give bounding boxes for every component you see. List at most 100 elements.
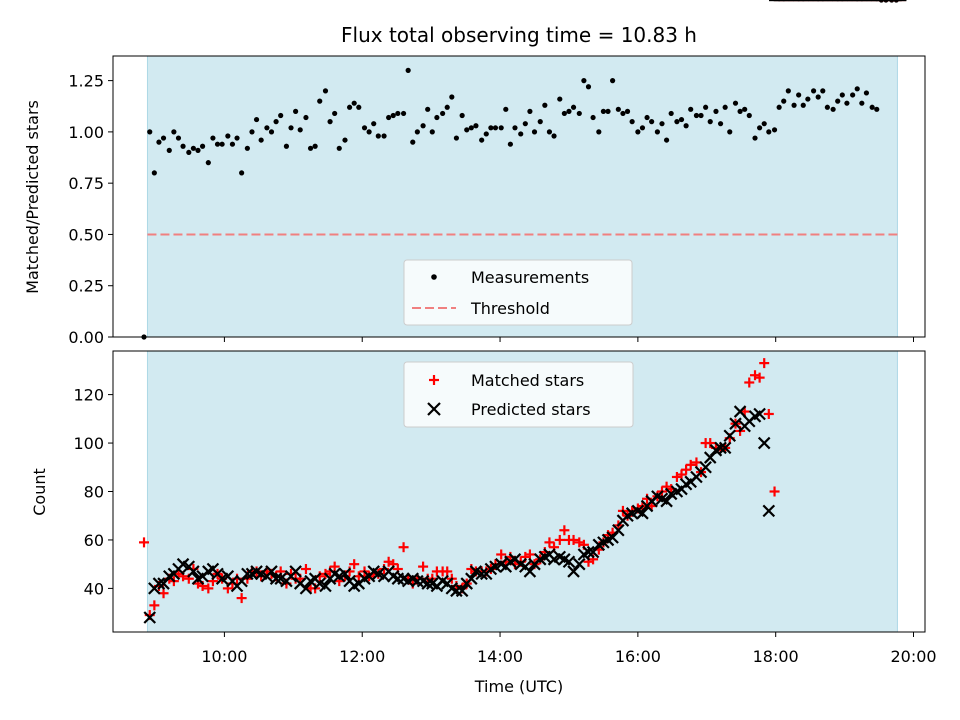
matched-stars-point (329, 561, 340, 572)
predicted-stars-point (152, 577, 166, 590)
predicted-stars-point (455, 584, 469, 598)
count-legend-entry-predicted: Predicted stars (471, 400, 591, 419)
measurement-point (874, 106, 880, 112)
measurement-point (386, 114, 392, 121)
measurement-point (395, 110, 401, 117)
predicted-stars-point (562, 555, 576, 569)
measurement-point (293, 108, 299, 114)
measurement-point (453, 135, 460, 141)
measurement-point (249, 129, 255, 135)
measurement-point (264, 125, 270, 131)
predicted-stars-point (299, 582, 313, 595)
measurement-point (835, 98, 841, 104)
chart-title: Flux total observing time = 10.83 h (341, 23, 697, 47)
measurement-point (195, 147, 201, 153)
measurement-point (551, 133, 557, 139)
measurement-point (654, 129, 660, 135)
predicted-stars-point (391, 572, 405, 585)
measurement-point (479, 137, 485, 143)
measurement-point (449, 94, 455, 100)
measurement-point (678, 116, 685, 123)
measurement-point (635, 129, 641, 135)
matched-stars-point (149, 600, 160, 611)
measurement-point (668, 110, 674, 117)
matched-stars-point (705, 438, 716, 449)
count-points (139, 0, 907, 624)
measurement-point (186, 149, 192, 156)
y-tick-label: 1.00 (68, 123, 104, 142)
measurement-point (674, 119, 680, 125)
predicted-stars-point (319, 579, 332, 593)
measurement-point (434, 114, 440, 121)
predicted-stars-point (143, 611, 157, 624)
measurement-point (199, 143, 206, 149)
y-tick-label: 100 (73, 434, 104, 453)
measurement-point (498, 125, 504, 131)
measurement-point (639, 125, 646, 131)
x-tick-label: 12:00 (339, 647, 385, 666)
measurement-point (537, 119, 543, 125)
x-axis-label: Time (UTC) (474, 677, 563, 696)
predicted-legend-marker (427, 402, 441, 416)
measurement-point (459, 112, 465, 119)
measurement-point (410, 139, 416, 145)
ratio-legend-entry-measurements: Measurements (471, 268, 589, 287)
measurement-point (815, 94, 821, 100)
measurement-point (229, 141, 236, 147)
predicted-stars-point (523, 565, 537, 578)
measurement-point (180, 143, 186, 149)
measurement-point (468, 125, 474, 131)
measurement-point (527, 108, 533, 114)
measurement-point (312, 143, 318, 149)
predicted-stars-point (450, 584, 463, 598)
measurement-legend-marker (431, 274, 437, 280)
measurement-point (717, 121, 724, 127)
predicted-stars-point (269, 572, 283, 585)
measurement-point (327, 119, 333, 125)
measurement-point (805, 96, 811, 102)
measurement-point (850, 92, 856, 98)
ratio-panel: 0.00 0.25 0.50 0.75 1.00 1.25 Matched/Predict… (23, 0, 926, 347)
matched-stars-point (300, 564, 311, 575)
y-tick-label: 0.50 (68, 225, 104, 244)
measurement-point (796, 92, 802, 98)
y-tick-label: 40 (84, 579, 104, 598)
x-tick-label: 10:00 (201, 647, 247, 666)
count-panel: 40 60 80 100 120 10:00 12:00 14:00 16:00 18:00 20… (30, 0, 937, 696)
measurement-point (464, 127, 470, 133)
measurement-point (688, 106, 694, 112)
predicted-stars-point (636, 507, 649, 520)
measurement-point (518, 131, 524, 137)
measurement-point (781, 98, 787, 104)
matched-stars-point (681, 464, 692, 475)
predicted-stars-point (723, 429, 737, 443)
measurement-point (732, 100, 739, 106)
measurement-point (171, 129, 177, 135)
predicted-stars-point (421, 577, 434, 590)
measurement-point (722, 104, 728, 110)
ratio-legend-box (403, 259, 633, 326)
measurement-point (869, 104, 875, 110)
measurement-point (839, 92, 845, 98)
count-y-axis-label: Count (30, 468, 49, 516)
predicted-stars-point (573, 557, 586, 571)
measurement-point (361, 125, 368, 131)
measurement-point (156, 139, 162, 145)
measurement-point (420, 123, 426, 129)
measurement-point (683, 123, 689, 129)
measurement-point (160, 135, 167, 141)
predicted-stars-point (660, 494, 673, 508)
y-tick-label: 120 (73, 386, 104, 405)
measurement-point (190, 145, 196, 151)
measurement-point (596, 129, 602, 135)
measurement-point (600, 108, 607, 114)
measurement-point (210, 135, 216, 141)
measurement-point (147, 129, 153, 135)
matched-stars-point (398, 542, 409, 553)
matched-stars-point (544, 537, 555, 548)
measurement-point (351, 100, 357, 106)
measurement-point (483, 131, 489, 137)
measurement-point (346, 104, 353, 110)
measurement-point (405, 67, 411, 73)
matched-stars-point (554, 534, 565, 545)
